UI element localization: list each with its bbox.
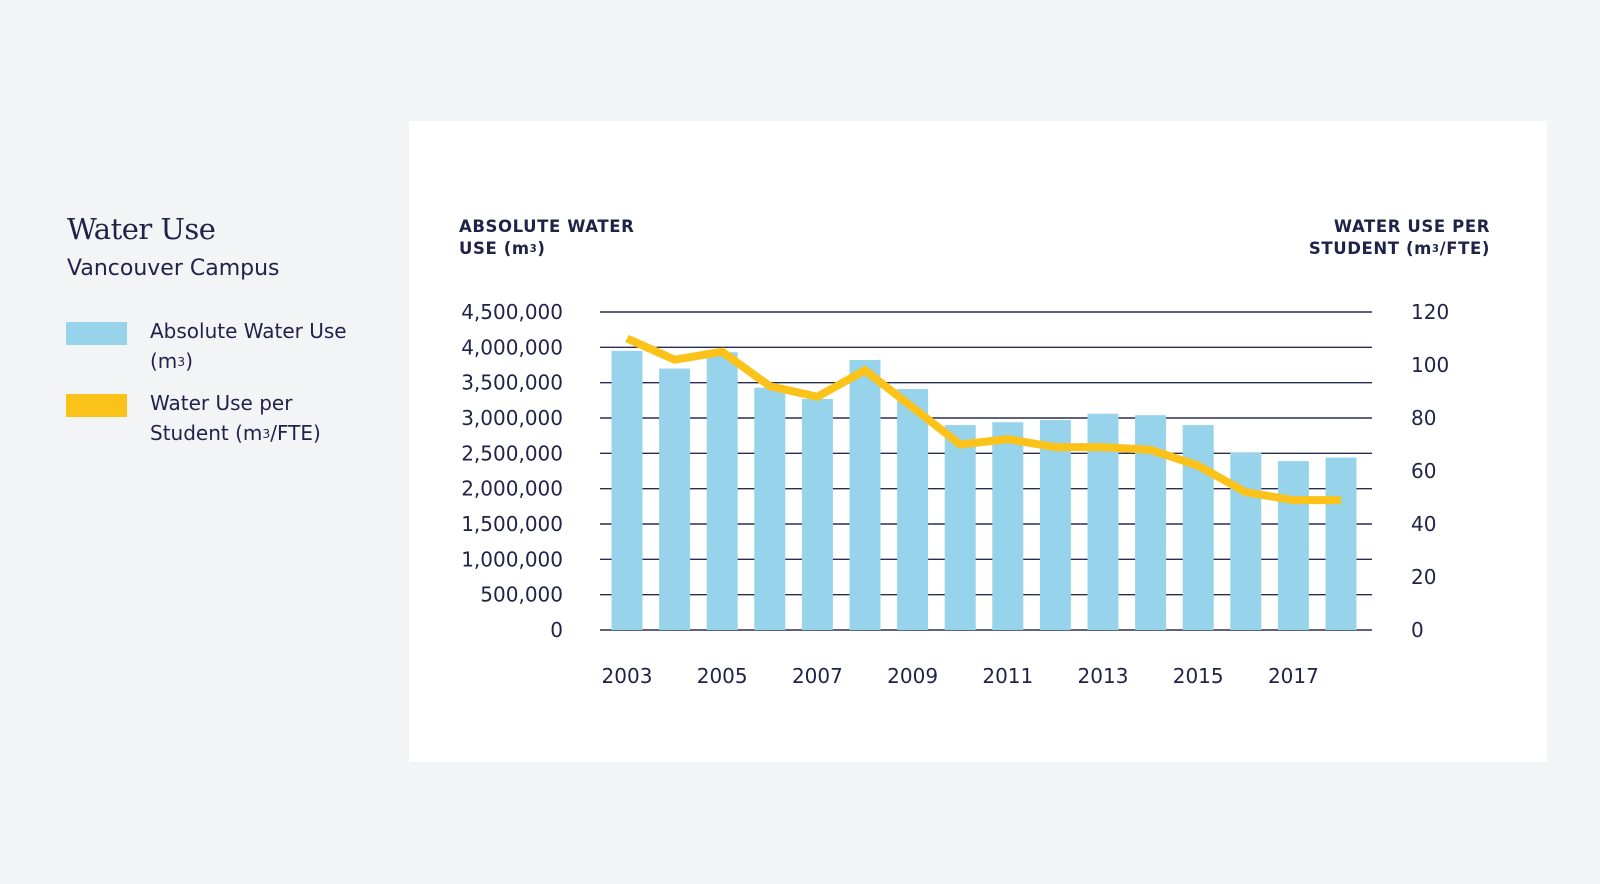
x-tick-label: 2011 xyxy=(982,664,1033,688)
bar-2007 xyxy=(801,398,833,630)
right-tick-label: 60 xyxy=(1411,459,1436,483)
x-tick-label: 2017 xyxy=(1268,664,1319,688)
right-tick-label: 20 xyxy=(1411,565,1436,589)
left-tick-label: 1,500,000 xyxy=(461,512,563,536)
per-student-line-layer xyxy=(625,334,1341,505)
per-student-line xyxy=(625,334,1341,505)
left-tick-label: 4,000,000 xyxy=(461,335,563,359)
bar-2009 xyxy=(897,389,929,630)
right-tick-label: 80 xyxy=(1411,406,1436,430)
right-axis-ticks: 0 20 40 60 80 100 120 xyxy=(1411,300,1449,642)
right-tick-label: 120 xyxy=(1411,300,1449,324)
bar-2012 xyxy=(1039,420,1071,630)
legend-label-per-student: Water Use per Student (m3/FTE) xyxy=(150,391,321,445)
bar-2005 xyxy=(706,352,738,630)
x-tick-label: 2007 xyxy=(792,664,843,688)
x-tick-label: 2003 xyxy=(602,664,653,688)
x-tick-label: 2005 xyxy=(697,664,748,688)
x-tick-label: 2013 xyxy=(1078,664,1129,688)
left-tick-label: 1,000,000 xyxy=(461,547,563,571)
legend-swatch-per-student xyxy=(66,394,127,417)
left-tick-label: 0 xyxy=(550,618,563,642)
right-axis-title: WATER USE PER STUDENT (m3/FTE) xyxy=(1308,217,1490,258)
bar-2015 xyxy=(1182,425,1214,630)
bar-2018 xyxy=(1325,457,1357,630)
right-tick-label: 40 xyxy=(1411,512,1436,536)
x-axis-ticks: 2003 2005 2007 2009 2011 2013 2015 2017 xyxy=(602,664,1319,688)
left-axis-ticks: 0 500,000 1,000,000 1,500,000 2,000,000 2,500… xyxy=(461,300,563,642)
left-tick-label: 500,000 xyxy=(480,583,563,607)
right-tick-label: 0 xyxy=(1411,618,1424,642)
bar-2011 xyxy=(992,422,1024,630)
bar-2003 xyxy=(611,350,643,630)
bar-2004 xyxy=(659,368,691,630)
bars xyxy=(611,350,1357,630)
bar-2016 xyxy=(1230,452,1262,630)
x-tick-label: 2015 xyxy=(1173,664,1224,688)
x-tick-label: 2009 xyxy=(887,664,938,688)
bar-2017 xyxy=(1277,461,1309,630)
chart-subtitle: Vancouver Campus xyxy=(67,256,280,281)
left-tick-label: 3,500,000 xyxy=(461,371,563,395)
left-tick-label: 2,500,000 xyxy=(461,441,563,465)
right-tick-label: 100 xyxy=(1411,353,1449,377)
bar-2008 xyxy=(849,360,881,630)
left-axis-title: ABSOLUTE WATER USE (m3) xyxy=(459,217,635,258)
bar-2006 xyxy=(754,387,786,630)
left-tick-label: 3,000,000 xyxy=(461,406,563,430)
bar-2010 xyxy=(944,425,976,630)
legend-swatch-absolute xyxy=(66,322,127,345)
left-tick-label: 4,500,000 xyxy=(461,300,563,324)
legend-label-absolute: Absolute Water Use (m3) xyxy=(150,319,347,373)
chart-title: Water Use xyxy=(67,212,216,246)
left-tick-label: 2,000,000 xyxy=(461,477,563,501)
